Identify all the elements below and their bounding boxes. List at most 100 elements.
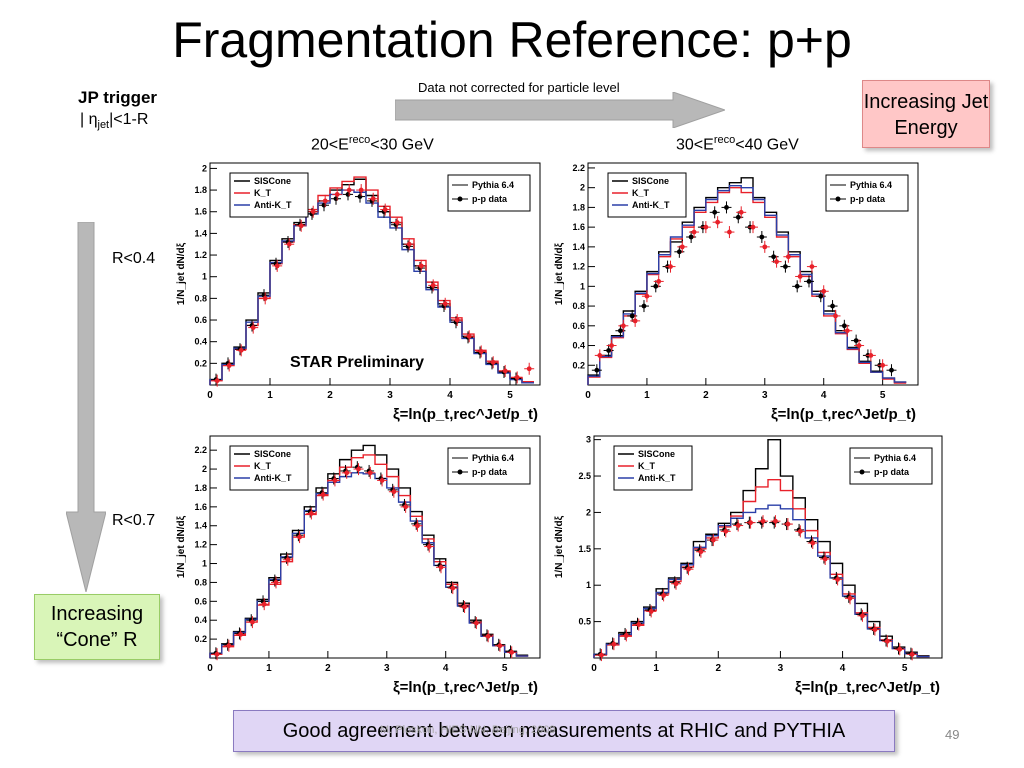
x-axis-label: ξ=ln(p_t,rec^Jet/p_t) bbox=[771, 406, 916, 423]
data-point bbox=[661, 593, 666, 598]
legend-right-entry: p-p data bbox=[850, 194, 886, 204]
data-point bbox=[809, 264, 815, 269]
data-point bbox=[367, 470, 373, 476]
data-point bbox=[485, 633, 491, 639]
legend-right-box bbox=[849, 447, 933, 485]
data-point bbox=[418, 263, 424, 269]
y-tick-label: 0.8 bbox=[572, 301, 585, 311]
x-tick-label: 4 bbox=[821, 390, 827, 401]
data-point bbox=[490, 359, 496, 365]
data-point bbox=[514, 375, 520, 380]
data-point bbox=[379, 478, 385, 483]
energy-label-pre: 30<E bbox=[676, 136, 714, 154]
data-point bbox=[880, 362, 886, 368]
data-point bbox=[797, 274, 803, 279]
y-tick-label: 0.8 bbox=[194, 577, 207, 587]
data-point bbox=[618, 328, 623, 334]
data-point bbox=[860, 613, 865, 619]
legend-right-entry: p-p data bbox=[472, 467, 508, 477]
data-point bbox=[509, 649, 515, 655]
data-point bbox=[391, 489, 397, 495]
x-tick-label: 4 bbox=[840, 663, 846, 674]
y-tick-label: 0.8 bbox=[194, 293, 207, 303]
data-point bbox=[478, 349, 484, 354]
data-point bbox=[889, 367, 894, 373]
data-point bbox=[715, 219, 721, 225]
x-tick-label: 5 bbox=[507, 390, 513, 401]
energy-box: Increasing Jet Energy bbox=[862, 80, 990, 148]
y-tick-label: 2 bbox=[586, 507, 591, 517]
x-tick-label: 4 bbox=[447, 390, 453, 401]
data-point bbox=[473, 620, 479, 626]
y-tick-label: 2.5 bbox=[578, 471, 591, 481]
footer-text: M. Ploskon, HIES-NN, Beijing, 2009 bbox=[380, 724, 556, 736]
x-tick-label: 2 bbox=[325, 663, 331, 674]
data-point bbox=[872, 627, 878, 633]
data-point bbox=[759, 234, 765, 240]
data-point bbox=[676, 249, 682, 255]
data-point bbox=[712, 209, 718, 215]
data-point bbox=[641, 303, 647, 309]
x-tick-label: 1 bbox=[653, 663, 659, 674]
data-point bbox=[656, 279, 662, 284]
energy-label-post: <30 GeV bbox=[370, 136, 434, 154]
data-point bbox=[497, 643, 503, 649]
legend-point bbox=[457, 469, 463, 475]
data-point bbox=[794, 283, 800, 289]
x-tick-label: 4 bbox=[443, 663, 449, 674]
x-tick-label: 5 bbox=[902, 663, 908, 674]
data-point bbox=[320, 492, 326, 497]
energy-label-sup: reco bbox=[713, 134, 736, 146]
data-point bbox=[382, 207, 388, 212]
data-point bbox=[406, 241, 412, 247]
data-point bbox=[897, 646, 903, 652]
data-point bbox=[356, 466, 361, 472]
y-tick-label: 1 bbox=[202, 559, 207, 569]
r-label-0.4: R<0.4 bbox=[112, 250, 156, 267]
data-point bbox=[735, 523, 741, 528]
y-tick-label: 1.8 bbox=[194, 185, 207, 195]
data-point bbox=[841, 323, 847, 329]
x-tick-label: 5 bbox=[502, 663, 508, 674]
data-point bbox=[632, 318, 638, 324]
plot-r07-e30-40: 0 1 2 3 4 5 0.5 1 1.5 2 2.5 3 1/N_jet dN/dξ ξ=ln(p_t,… bbox=[550, 428, 962, 706]
data-point bbox=[644, 293, 650, 299]
data-point bbox=[668, 264, 673, 269]
x-axis-label: ξ=ln(p_t,rec^Jet/p_t) bbox=[795, 679, 940, 696]
x-tick-label: 1 bbox=[267, 390, 273, 401]
data-point bbox=[636, 622, 642, 627]
energy-label-sup: reco bbox=[348, 134, 371, 146]
slide-title: Fragmentation Reference: p+p bbox=[172, 12, 852, 68]
y-tick-label: 1.2 bbox=[194, 540, 207, 550]
data-point bbox=[502, 368, 508, 374]
data-point bbox=[735, 214, 741, 220]
y-tick-label: 1.8 bbox=[572, 202, 585, 212]
y-tick-label: 0.2 bbox=[572, 360, 585, 370]
x-tick-label: 3 bbox=[387, 390, 393, 401]
x-tick-label: 2 bbox=[327, 390, 333, 401]
data-point bbox=[806, 279, 812, 284]
data-point bbox=[821, 288, 827, 294]
y-tick-label: 1.2 bbox=[194, 250, 207, 260]
data-point bbox=[238, 347, 244, 353]
y-tick-label: 0.2 bbox=[194, 358, 207, 368]
data-point bbox=[274, 263, 280, 269]
y-tick-label: 0.6 bbox=[572, 321, 585, 331]
y-tick-label: 0.5 bbox=[578, 617, 591, 627]
data-point bbox=[462, 604, 467, 610]
energy-label-pre: 20<E bbox=[311, 136, 349, 154]
x-axis-label: ξ=ln(p_t,rec^Jet/p_t) bbox=[393, 679, 538, 696]
data-point bbox=[785, 521, 791, 527]
data-point bbox=[297, 534, 302, 540]
data-point bbox=[853, 338, 859, 343]
series-line-antikt bbox=[209, 189, 534, 385]
data-point bbox=[653, 283, 659, 289]
data-point bbox=[629, 313, 635, 319]
data-point bbox=[403, 504, 409, 510]
y-axis-label: 1/N_jet dN/dξ bbox=[554, 242, 565, 305]
data-point bbox=[250, 619, 255, 625]
data-point bbox=[703, 224, 709, 230]
series-line-antikt bbox=[209, 472, 529, 658]
x-tick-label: 3 bbox=[762, 390, 768, 401]
arrow-note: Data not corrected for particle level bbox=[418, 80, 620, 95]
